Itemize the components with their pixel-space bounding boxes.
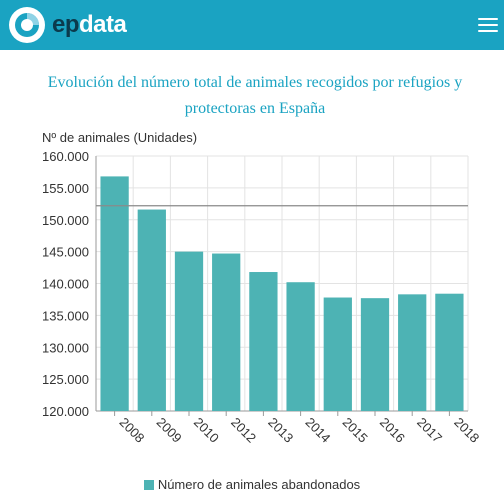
bar [137, 209, 166, 411]
bar [323, 297, 352, 411]
epdata-logo-icon [9, 7, 45, 43]
x-tick-label: 2016 [377, 415, 408, 446]
y-tick-label: 125.000 [42, 372, 89, 387]
bar [398, 294, 427, 411]
x-tick-label: 2012 [228, 415, 259, 446]
x-tick-label: 2009 [154, 415, 185, 446]
x-tick-label: 2015 [340, 415, 371, 446]
x-tick-label: 2010 [191, 415, 222, 446]
legend[interactable]: Número de animales abandonados [0, 477, 504, 492]
y-tick-label: 160.000 [42, 149, 89, 164]
brand-ep: ep [52, 11, 80, 38]
x-tick-label: 2008 [116, 415, 147, 446]
y-tick-label: 130.000 [42, 340, 89, 355]
x-tick-label: 2017 [414, 415, 445, 446]
chart-title: Evolución del número total de animales r… [47, 74, 463, 117]
y-tick-label: 135.000 [42, 308, 89, 323]
bar [212, 253, 241, 411]
hamburger-icon[interactable] [478, 15, 498, 35]
y-tick-label: 120.000 [42, 404, 89, 419]
bar [286, 282, 315, 411]
legend-swatch [143, 480, 154, 490]
bar [174, 251, 204, 411]
bar [100, 176, 129, 411]
x-tick-label: 2018 [451, 415, 482, 446]
y-tick-label: 145.000 [42, 245, 89, 260]
brand-data: data [79, 11, 127, 38]
x-tick-label: 2013 [265, 415, 296, 446]
y-tick-label: 150.000 [42, 213, 89, 228]
legend-label: Número de animales abandonados [157, 477, 361, 492]
brand-name[interactable]: epdata [52, 7, 127, 43]
x-tick-label: 2014 [302, 415, 333, 446]
y-tick-label: 155.000 [42, 181, 89, 196]
y-axis-label: Nº de animales (Unidades) [42, 130, 198, 145]
bar [360, 298, 390, 411]
bar [435, 293, 464, 411]
bar-chart: 160.000 155.000 150.000 145.000 140.000 135.0… [42, 149, 482, 446]
y-tick-label: 140.000 [42, 277, 89, 292]
top-bar: epdata [0, 0, 504, 50]
bar [249, 272, 278, 411]
